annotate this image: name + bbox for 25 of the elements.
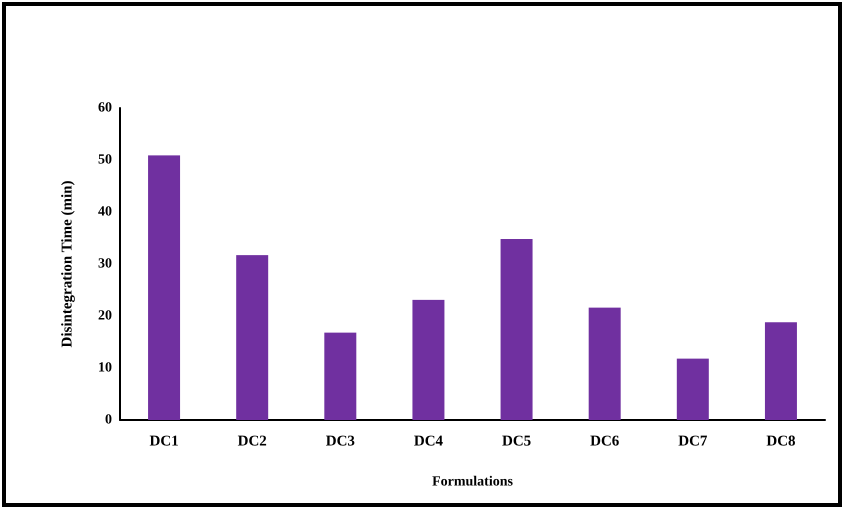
x-tick-label: DC2	[238, 434, 267, 450]
y-tick-label: 30	[98, 256, 112, 272]
bar	[412, 300, 444, 420]
x-tick-label: DC5	[502, 434, 532, 450]
bar	[676, 358, 709, 420]
x-tick-label: DC8	[766, 434, 796, 450]
bar	[500, 239, 533, 420]
x-tick-label: DC7	[678, 434, 708, 450]
x-tick-label: DC1	[149, 434, 179, 450]
y-tick-label: 40	[98, 204, 112, 220]
x-tick-label: DC4	[414, 434, 444, 450]
bar	[764, 322, 797, 420]
y-tick-label: 0	[105, 412, 112, 428]
y-tick-label: 50	[98, 152, 112, 168]
bar	[148, 155, 180, 420]
bar	[588, 308, 621, 420]
y-tick-label: 20	[98, 308, 112, 324]
y-tick-label: 60	[98, 100, 112, 116]
x-tick-label: DC6	[590, 434, 620, 450]
bar	[236, 255, 268, 420]
x-tick-label: DC3	[326, 434, 355, 450]
bar	[324, 332, 356, 420]
x-axis-title: Formulations	[432, 474, 514, 490]
y-axis-title: Disintegration Time (min)	[60, 180, 76, 348]
y-tick-label: 10	[98, 360, 112, 376]
